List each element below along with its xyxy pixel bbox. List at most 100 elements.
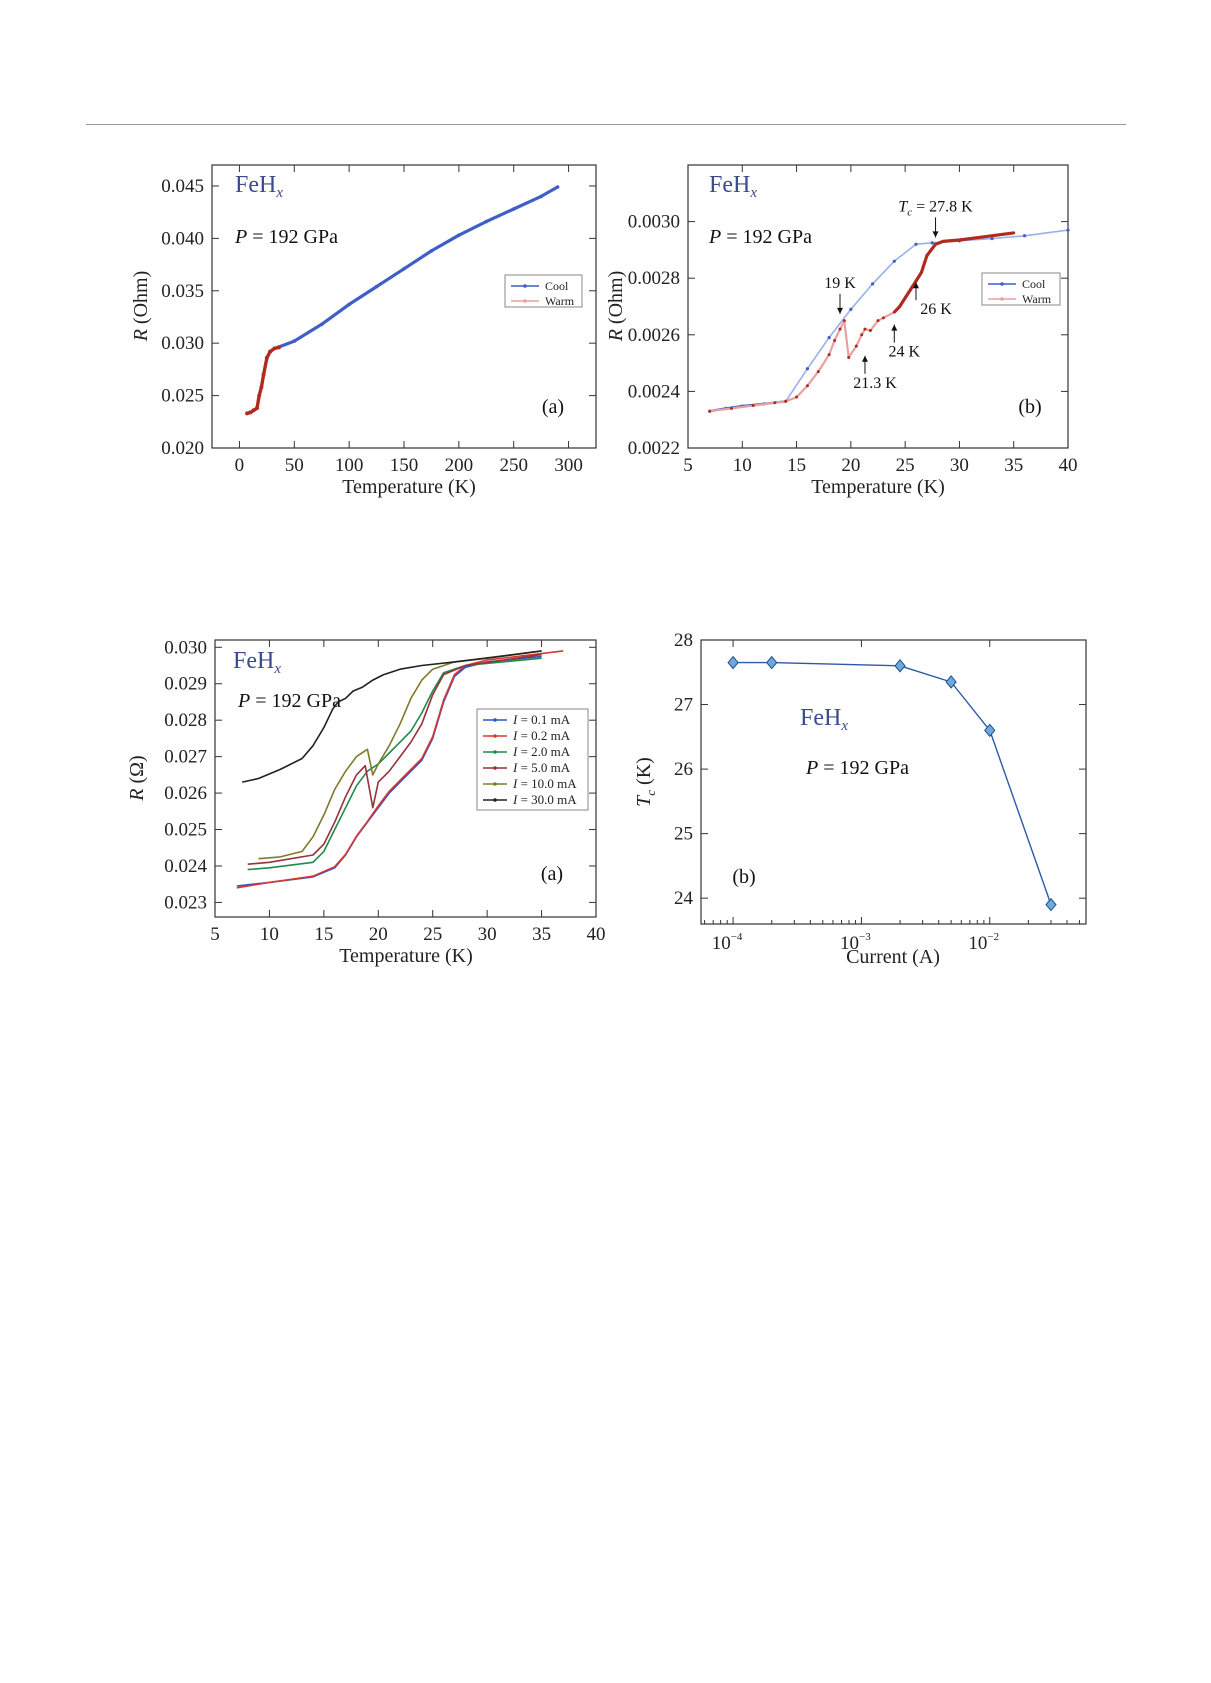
- data-point-warm: [842, 319, 846, 323]
- annotation-label: 24 K: [889, 344, 921, 361]
- data-point-warm: [784, 399, 788, 403]
- legend-marker: [493, 718, 497, 722]
- legend-label: Warm: [1022, 292, 1052, 306]
- legend-marker: [523, 299, 527, 303]
- annotation-label: 26 K: [920, 301, 952, 318]
- y-tick-label: 25: [674, 824, 693, 845]
- y-tick-label: 28: [674, 630, 693, 651]
- brand-label: FeHx: [235, 172, 283, 201]
- data-point-warm: [264, 355, 269, 360]
- y-tick-label: 0.030: [164, 637, 207, 658]
- data-point-warm: [934, 242, 938, 246]
- y-tick-label: 0.025: [164, 820, 207, 841]
- data-point-warm: [860, 333, 864, 337]
- data-point-warm: [909, 288, 913, 292]
- x-tick-label: 300: [554, 455, 583, 476]
- pressure-label: P = 192 GPa: [805, 757, 909, 779]
- y-tick-label: 0.023: [164, 892, 207, 913]
- x-axis-label: Temperature (K): [339, 945, 473, 967]
- data-point-warm: [914, 279, 918, 283]
- annotation-label: 19 K: [824, 275, 856, 292]
- data-point-cool: [292, 339, 297, 343]
- brand-label: FeHx: [233, 648, 281, 677]
- legend-marker: [523, 284, 527, 288]
- y-tick-label: 0.025: [161, 386, 204, 407]
- data-point-warm: [838, 327, 842, 331]
- data-point-warm: [1012, 231, 1016, 235]
- data-point-cool: [402, 266, 406, 271]
- data-point-cool: [319, 322, 324, 327]
- legend-marker: [493, 750, 497, 754]
- x-tick-label: 10−2: [968, 931, 999, 954]
- data-point-warm: [957, 238, 961, 242]
- x-axis-label: Temperature (K): [342, 476, 476, 498]
- legend-marker: [1000, 297, 1004, 301]
- data-point-cool: [805, 367, 810, 371]
- series-line-5: [258, 650, 542, 860]
- y-tick-label: 0.0022: [628, 438, 680, 459]
- data-point-tc: [984, 723, 996, 738]
- legend-label: Cool: [545, 279, 569, 293]
- data-point-warm: [729, 406, 733, 410]
- data-point-tc: [1045, 897, 1057, 912]
- legend-marker: [493, 782, 497, 786]
- y-tick-label: 0.030: [161, 333, 204, 354]
- data-point-warm: [248, 410, 253, 415]
- data-point-warm: [251, 408, 256, 413]
- legend-label: I = 30.0 mA: [512, 792, 577, 807]
- data-point-cool: [914, 242, 918, 246]
- data-point-cool: [347, 302, 351, 307]
- pressure-label: P = 192 GPa: [708, 226, 812, 248]
- data-point-warm: [708, 409, 712, 413]
- data-point-tc: [727, 655, 739, 670]
- data-point-cool: [429, 249, 434, 253]
- annotation-label: 21.3 K: [853, 375, 897, 392]
- data-point-cool: [511, 207, 516, 211]
- x-tick-label: 30: [950, 455, 969, 476]
- x-tick-label: 25: [896, 455, 915, 476]
- data-point-cool: [555, 185, 560, 189]
- y-axis-label: R (Ω): [126, 755, 148, 801]
- y-tick-label: 0.026: [164, 783, 207, 804]
- y-tick-label: 0.035: [161, 281, 204, 302]
- data-point-warm: [268, 349, 273, 354]
- y-axis-label: Tc (K): [633, 757, 658, 807]
- data-point-warm: [903, 296, 907, 300]
- annotation-arrowhead: [913, 282, 919, 289]
- series-line-2: [236, 650, 564, 889]
- x-tick-label: 20: [841, 455, 860, 476]
- data-point-cool: [827, 336, 831, 340]
- y-tick-label: 0.028: [164, 710, 207, 731]
- data-point-warm: [833, 338, 837, 342]
- data-point-warm: [259, 385, 264, 390]
- y-axis-label: R (Ohm): [605, 271, 627, 343]
- data-point-cool: [374, 284, 379, 289]
- data-point-cool: [892, 259, 896, 263]
- y-tick-label: 0.040: [161, 228, 204, 249]
- data-point-warm: [863, 327, 867, 331]
- data-point-cool: [870, 282, 875, 286]
- series-line-cool-guide: [785, 229, 1069, 402]
- data-point-warm: [868, 329, 872, 333]
- pressure-label: P = 192 GPa: [234, 226, 338, 248]
- data-point-warm: [245, 411, 250, 416]
- data-point-tc: [894, 659, 906, 673]
- y-tick-label: 0.024: [164, 856, 207, 877]
- data-point-warm: [847, 355, 851, 359]
- data-point-warm: [919, 271, 923, 275]
- y-tick-label: 0.0030: [628, 212, 680, 233]
- data-point-cool: [849, 307, 853, 311]
- annotation-label: Tc = 27.8 K: [898, 198, 973, 218]
- data-point-warm: [979, 235, 983, 239]
- brand-label: FeHx: [709, 172, 757, 201]
- data-point-warm: [1001, 232, 1005, 236]
- data-point-cool: [457, 233, 461, 238]
- y-axis-label: R (Ohm): [130, 271, 152, 343]
- annotation-arrowhead: [891, 324, 898, 331]
- data-point-warm: [773, 401, 777, 405]
- x-tick-label: 5: [210, 924, 220, 945]
- data-point-warm: [254, 406, 259, 411]
- data-point-warm: [751, 404, 755, 408]
